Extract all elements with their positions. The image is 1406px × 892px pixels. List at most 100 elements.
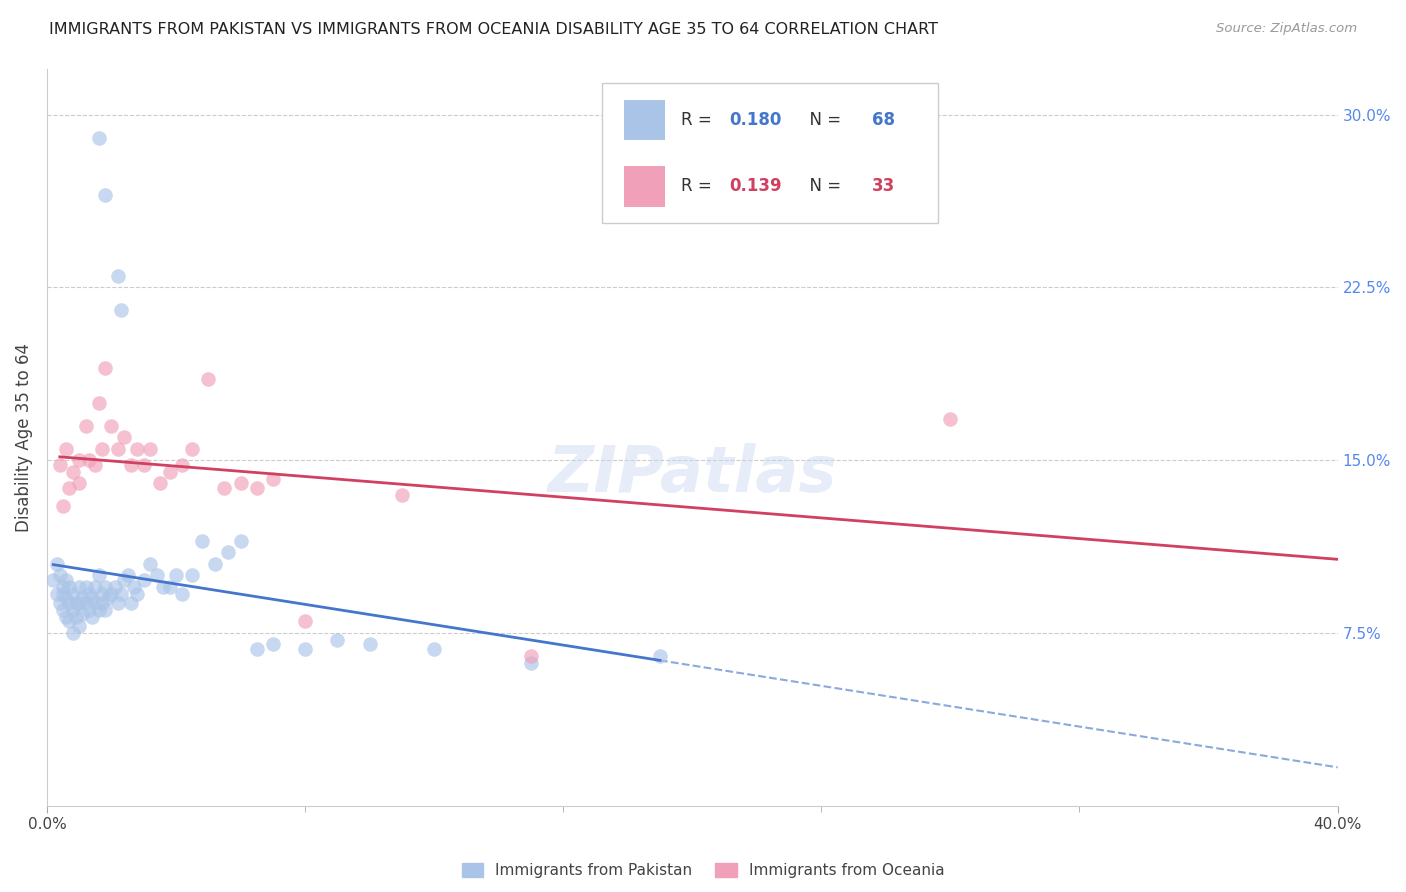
Point (58, 596, 80, 610)
Point (80, 591, 103, 606)
Text: Source: ZipAtlas.com: Source: ZipAtlas.com (1216, 22, 1357, 36)
Point (191, 533, 214, 548)
Point (45, 587, 67, 601)
Point (77, 453, 100, 467)
Point (172, 587, 194, 601)
Point (84, 580, 107, 594)
Point (172, 458, 194, 472)
Point (229, 533, 252, 548)
Point (262, 637, 284, 651)
Point (58, 481, 80, 495)
Point (42, 573, 65, 587)
Point (94, 188, 117, 202)
Point (45, 557, 67, 571)
Point (939, 411, 962, 425)
Point (214, 481, 236, 495)
Point (67, 453, 90, 467)
Point (132, 458, 155, 472)
Point (423, 642, 446, 657)
Point (110, 303, 132, 318)
Point (294, 615, 316, 629)
Point (229, 476, 252, 491)
Point (58, 615, 80, 629)
Point (49, 568, 72, 582)
Point (107, 596, 129, 610)
Point (49, 596, 72, 610)
Point (294, 642, 316, 657)
Point (152, 580, 174, 594)
Text: R =: R = (681, 112, 717, 129)
Point (326, 632, 349, 647)
Point (87, 568, 110, 582)
Point (72, 607, 94, 622)
Point (120, 458, 142, 472)
Text: 33: 33 (872, 178, 896, 195)
Text: ZIPatlas: ZIPatlas (547, 443, 837, 505)
Point (52, 587, 75, 601)
Point (67, 580, 90, 594)
Point (84, 596, 107, 610)
Point (359, 637, 381, 651)
Point (110, 587, 132, 601)
Point (132, 573, 155, 587)
Point (77, 603, 100, 617)
Point (391, 488, 413, 502)
Point (246, 481, 269, 495)
Point (49, 458, 72, 472)
Point (145, 568, 167, 582)
Point (67, 476, 90, 491)
Point (67, 619, 90, 633)
Point (217, 545, 239, 559)
Point (65, 596, 87, 610)
Point (87, 130, 110, 145)
Point (100, 587, 122, 601)
Text: N =: N = (800, 178, 846, 195)
Legend: Immigrants from Pakistan, Immigrants from Oceania: Immigrants from Pakistan, Immigrants fro… (456, 857, 950, 884)
Point (197, 372, 219, 386)
Point (94, 361, 117, 376)
Point (181, 568, 204, 582)
Point (107, 268, 129, 283)
Point (107, 442, 129, 456)
Point (58, 580, 80, 594)
FancyBboxPatch shape (624, 100, 665, 140)
Point (75, 418, 97, 433)
Point (65, 609, 87, 624)
Text: 0.180: 0.180 (730, 112, 782, 129)
Point (90, 587, 112, 601)
Point (97, 591, 120, 606)
Point (159, 465, 181, 479)
Point (75, 580, 97, 594)
Point (55, 442, 77, 456)
Point (62, 465, 84, 479)
Point (127, 442, 149, 456)
Point (62, 587, 84, 601)
Point (52, 580, 75, 594)
Point (80, 609, 103, 624)
Point (52, 603, 75, 617)
Text: 68: 68 (872, 112, 894, 129)
Text: 0.139: 0.139 (730, 178, 782, 195)
Point (55, 573, 77, 587)
Text: IMMIGRANTS FROM PAKISTAN VS IMMIGRANTS FROM OCEANIA DISABILITY AGE 35 TO 64 CORR: IMMIGRANTS FROM PAKISTAN VS IMMIGRANTS F… (49, 22, 938, 37)
Point (159, 580, 181, 594)
Point (62, 625, 84, 640)
Point (72, 591, 94, 606)
Point (94, 580, 117, 594)
Point (84, 458, 107, 472)
FancyBboxPatch shape (602, 83, 938, 223)
Point (62, 603, 84, 617)
Point (520, 648, 543, 663)
Point (52, 499, 75, 513)
Point (122, 580, 145, 594)
Point (262, 471, 284, 485)
Point (520, 656, 543, 670)
Point (75, 596, 97, 610)
Text: N =: N = (800, 112, 846, 129)
Point (87, 603, 110, 617)
Point (165, 568, 187, 582)
Point (117, 568, 139, 582)
Point (181, 442, 204, 456)
Point (90, 442, 112, 456)
Point (94, 603, 117, 617)
